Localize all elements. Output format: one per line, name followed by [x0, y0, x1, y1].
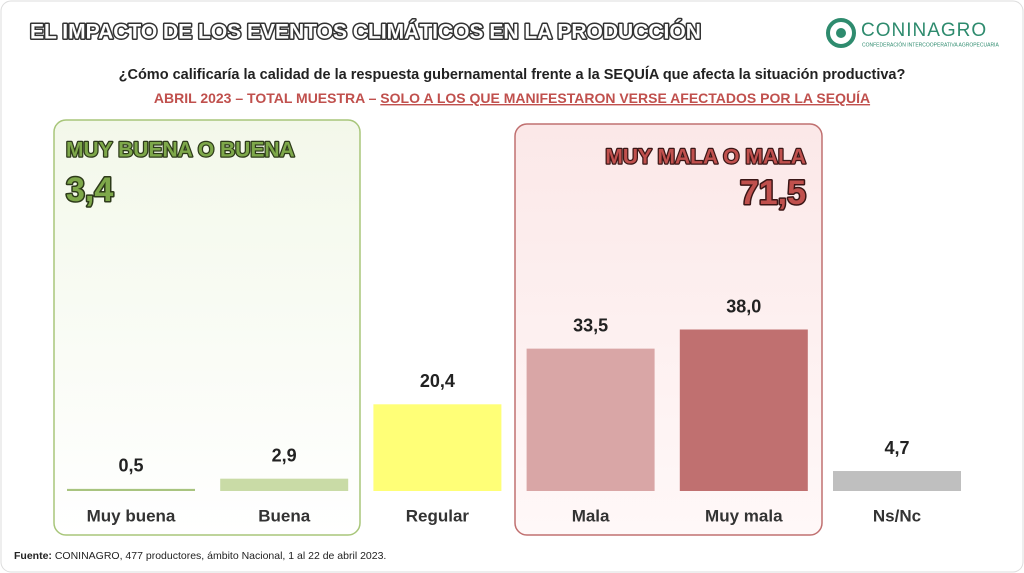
logo-icon-center — [836, 28, 846, 38]
source-text: CONINAGRO, 477 productores, ámbito Nacio… — [52, 550, 386, 562]
bar — [833, 471, 961, 491]
source: Fuente: CONINAGRO, 477 productores, ámbi… — [14, 550, 386, 562]
bar — [679, 329, 808, 491]
group-label: MUY BUENA O BUENA — [66, 139, 295, 162]
bar — [220, 478, 349, 491]
category-label: Muy mala — [705, 506, 783, 525]
category-label: Buena — [258, 506, 311, 525]
subtitle-underlined: SOLO A LOS QUE MANIFESTARON VERSE AFECTA… — [380, 90, 870, 106]
group-total: 3,4 — [66, 171, 113, 209]
group-label: MUY MALA O MALA — [605, 146, 806, 169]
category-label: Muy buena — [87, 506, 176, 525]
source-label: Fuente: — [14, 550, 52, 562]
subtitle: ABRIL 2023 – TOTAL MUESTRA – SOLO A LOS … — [154, 90, 870, 106]
value-label: 0,5 — [118, 456, 143, 476]
value-label: 33,5 — [573, 315, 608, 335]
bar — [526, 348, 655, 491]
group-box — [53, 119, 361, 536]
value-label: 2,9 — [272, 445, 297, 465]
category-label: Mala — [572, 506, 610, 525]
value-label: 38,0 — [726, 296, 761, 316]
group-total: 71,5 — [740, 174, 806, 212]
bars: 0,5 Muy buena 2,9 Buena 20,4 Regular 33,5 Mala 3… — [67, 296, 961, 525]
slide-title: EL IMPACTO DE LOS EVENTOS CLIMÁTICOS EN … — [30, 20, 701, 44]
logo-name: CONINAGRO — [861, 20, 987, 41]
logo-icon — [826, 18, 856, 48]
value-label: 4,7 — [884, 438, 909, 458]
question: ¿Cómo calificaría la calidad de la respu… — [119, 66, 906, 83]
logo: CONINAGRO CONFEDERACIÓN INTERCOOPERATIVA… — [826, 18, 999, 48]
subtitle-part: ABRIL 2023 – TOTAL MUESTRA – — [154, 90, 380, 106]
value-label: 20,4 — [420, 371, 455, 391]
bar — [373, 404, 502, 491]
logo-tagline: CONFEDERACIÓN INTERCOOPERATIVA AGROPECUA… — [862, 41, 999, 48]
category-label: Regular — [406, 506, 470, 525]
bar — [67, 488, 195, 491]
category-label: Ns/Nc — [873, 506, 921, 525]
